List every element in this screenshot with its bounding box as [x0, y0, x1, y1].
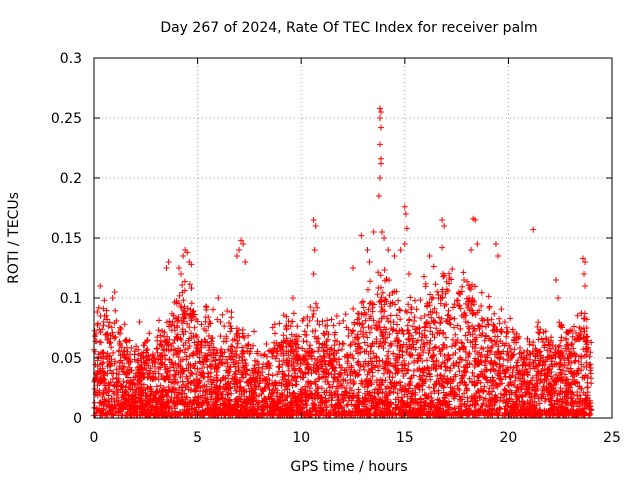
- roti-point: [310, 217, 317, 223]
- roti-point: [215, 295, 222, 301]
- roti-point: [376, 115, 383, 121]
- roti-point: [136, 319, 143, 325]
- y-tick-label: 0: [73, 411, 82, 427]
- roti-point: [530, 226, 537, 233]
- roti-point: [553, 277, 560, 283]
- y-tick-label: 0.1: [60, 291, 82, 307]
- roti-point: [184, 249, 191, 256]
- roti-point: [370, 229, 377, 235]
- roti-point: [472, 217, 479, 223]
- roti-point: [236, 247, 243, 253]
- axes-layer: 0 5 10 15 20 25 0 0.05 0.1 0.15 0.2 0.25 0.3: [51, 51, 621, 446]
- roti-point: [379, 229, 386, 235]
- roti-point: [581, 271, 588, 277]
- roti-point: [426, 253, 433, 259]
- roti-point: [582, 283, 589, 289]
- roti-point: [555, 295, 562, 301]
- chart-title: Day 267 of 2024, Rate Of TEC Index for r…: [160, 20, 537, 36]
- roti-point: [495, 253, 502, 259]
- roti-point: [376, 175, 383, 181]
- y-tick-label: 0.2: [60, 171, 82, 187]
- y-tick-label: 0.05: [51, 351, 82, 367]
- roti-point: [188, 261, 195, 268]
- roti-point: [582, 259, 589, 265]
- x-tick-label: 5: [193, 430, 202, 446]
- roti-point: [474, 241, 481, 247]
- roti-point: [165, 259, 172, 265]
- roti-point: [377, 124, 384, 131]
- roti-point: [310, 271, 317, 277]
- roti-point: [101, 297, 108, 304]
- roti-point: [109, 295, 116, 301]
- roti-point: [397, 247, 404, 253]
- roti-point: [358, 232, 365, 239]
- roti-point: [97, 283, 104, 289]
- roti-point: [401, 241, 408, 247]
- roti-point: [180, 253, 187, 259]
- roti-point: [377, 109, 384, 115]
- x-tick-label: 0: [90, 430, 99, 446]
- roti-point: [402, 211, 409, 217]
- roti-point: [405, 271, 412, 277]
- y-tick-label: 0.25: [51, 111, 82, 127]
- roti-point: [242, 259, 249, 265]
- y-tick-label: 0.3: [60, 51, 82, 67]
- roti-point: [376, 141, 383, 148]
- roti-point: [364, 247, 371, 253]
- roti-point: [178, 271, 185, 277]
- roti-point: [175, 265, 182, 271]
- roti-point: [401, 203, 408, 210]
- roti-dense-points: [91, 263, 595, 419]
- roti-point: [111, 289, 118, 295]
- roti-point: [376, 105, 383, 112]
- x-tick-label: 20: [499, 430, 517, 446]
- x-tick-label: 15: [396, 430, 414, 446]
- roti-point: [391, 253, 398, 259]
- roti-point: [312, 223, 319, 229]
- roti-point: [385, 247, 392, 253]
- y-tick-label: 0.15: [51, 231, 82, 247]
- roti-point: [439, 217, 446, 223]
- x-tick-label: 10: [292, 430, 310, 446]
- roti-point: [163, 265, 170, 271]
- roti-point: [289, 295, 296, 301]
- roti-point: [441, 223, 448, 229]
- roti-point: [238, 237, 245, 244]
- roti-point: [492, 241, 499, 247]
- roti-point: [579, 255, 586, 262]
- roti-point: [377, 160, 384, 167]
- roti-point: [311, 247, 318, 253]
- roti-point: [381, 235, 388, 241]
- roti-point: [439, 244, 446, 251]
- roti-point: [240, 241, 247, 247]
- roti-point: [233, 253, 240, 259]
- x-tick-label: 25: [603, 430, 621, 446]
- roti-point: [350, 265, 356, 271]
- data-points-layer: [91, 105, 595, 419]
- roti-point: [403, 225, 410, 232]
- roti-point: [375, 193, 382, 199]
- x-axis-label: GPS time / hours: [290, 459, 407, 475]
- roti-point: [366, 259, 373, 265]
- roti-point: [468, 247, 475, 253]
- y-axis-label: ROTI / TECUs: [6, 192, 22, 284]
